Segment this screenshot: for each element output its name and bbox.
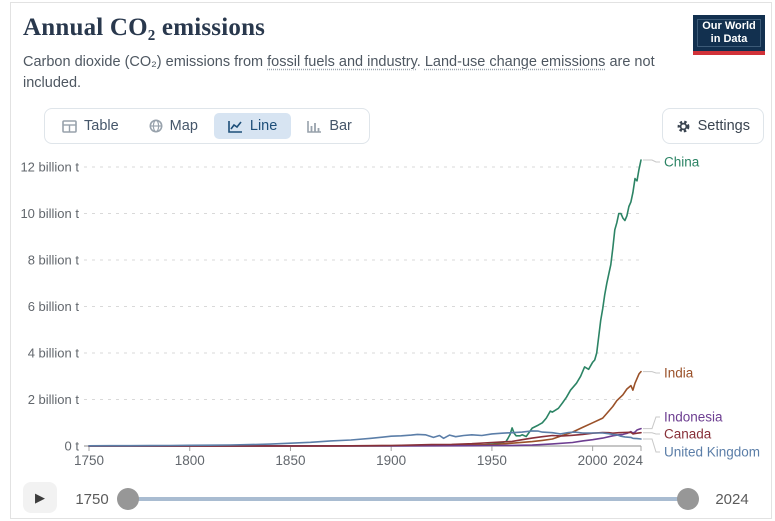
our-world-in-data-logo-text: Our World in Data (697, 19, 761, 47)
subtitle-text: are not included. (23, 54, 655, 92)
tab-map[interactable]: Map (135, 113, 212, 139)
our-world-in-data-logo[interactable]: Our World in Data (693, 15, 765, 55)
timeline-slider-track[interactable] (128, 497, 688, 501)
y-axis-tick-label: 8 billion t (28, 253, 80, 268)
line-chart-icon (228, 120, 242, 133)
globe-icon (149, 119, 163, 133)
timeline-end-handle[interactable] (677, 488, 699, 510)
tab-bar[interactable]: Bar (293, 113, 366, 139)
subtitle-text: . (416, 54, 425, 70)
legend-connector (643, 371, 660, 374)
x-axis-tick-label: 1900 (376, 453, 406, 468)
x-axis-tick-label: 1950 (477, 453, 507, 468)
subtitle-text: Carbon dioxide (CO₂) emissions from (23, 54, 268, 70)
y-axis-tick-label: 0 t (65, 439, 80, 454)
x-axis-tick-label: 1800 (175, 453, 205, 468)
series-label-india[interactable]: India (664, 366, 694, 381)
timeline-end-year: 2024 (715, 491, 749, 508)
series-line-united-kingdom[interactable] (88, 430, 642, 447)
timeline-play-button[interactable]: ▶ (23, 482, 57, 513)
page-title: Annual CO₂ emissions (23, 14, 266, 41)
legend-connector (643, 432, 660, 435)
subtitle-linked-term[interactable]: Land-use change emissions (424, 54, 606, 70)
play-icon: ▶ (35, 489, 45, 505)
y-axis-tick-label: 10 billion t (20, 206, 79, 221)
x-axis-tick-label: 2000 (578, 453, 608, 468)
x-axis-tick-label: 2024 (613, 453, 644, 468)
y-axis-tick-label: 2 billion t (28, 392, 80, 407)
gear-icon (677, 120, 689, 132)
series-label-canada[interactable]: Canada (664, 427, 712, 442)
legend-connector (643, 416, 660, 430)
line-chart-plot[interactable]: 0 t 2 billion t 4 billion t 6 billion t 8 bi… (11, 147, 773, 481)
series-label-indonesia[interactable]: Indonesia (664, 410, 723, 425)
x-axis-tick-label: 1850 (275, 453, 305, 468)
table-icon (62, 119, 77, 133)
chart-subtitle: Carbon dioxide (CO₂) emissions from foss… (23, 52, 675, 94)
tab-line[interactable]: Line (213, 113, 292, 139)
series-line-canada[interactable] (88, 431, 642, 447)
subtitle-linked-term[interactable]: fossil fuels and industry (267, 54, 417, 70)
legend-connector (643, 438, 660, 453)
y-axis-tick-label: 4 billion t (28, 346, 80, 361)
tab-table[interactable]: Table (48, 113, 133, 139)
x-axis-tick-label: 1750 (74, 453, 104, 468)
timeline-start-handle[interactable] (117, 488, 139, 510)
y-axis-tick-label: 6 billion t (28, 299, 80, 314)
series-label-china[interactable]: China (664, 155, 700, 170)
series-line-indonesia[interactable] (88, 427, 642, 447)
y-axis-tick-label: 12 billion t (20, 160, 79, 175)
legend-connector (643, 159, 660, 163)
timeline-start-year: 1750 (75, 491, 109, 508)
chart-card: Annual CO₂ emissions Our World in Data C… (10, 2, 772, 519)
bar-chart-icon (307, 120, 322, 133)
view-tab-bar: Table Map Line Bar (44, 108, 370, 144)
series-line-china[interactable] (88, 159, 642, 447)
settings-button[interactable]: Settings (661, 108, 764, 144)
series-label-united-kingdom[interactable]: United Kingdom (664, 445, 760, 460)
